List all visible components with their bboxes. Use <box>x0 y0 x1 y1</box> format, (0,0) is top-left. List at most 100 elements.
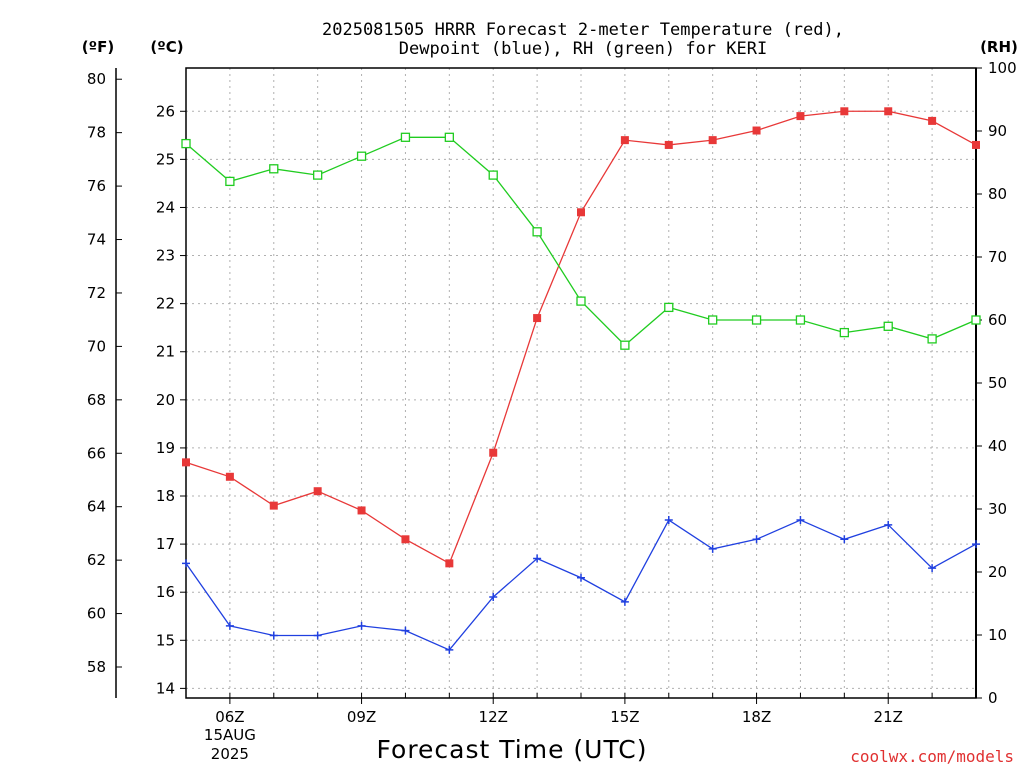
rh-axis-label: (RH) <box>980 38 1018 56</box>
source-credit: coolwx.com/models <box>850 747 1014 766</box>
fahrenheit-ticks: 58 60 62 64 66 68 70 72 74 76 78 80 <box>87 70 122 676</box>
fahrenheit-tick-label: 64 <box>87 498 106 516</box>
data-point <box>972 140 980 149</box>
data-point <box>489 593 498 602</box>
fahrenheit-tick-label: 68 <box>87 391 106 409</box>
time-tick-label: 15Z <box>610 708 639 726</box>
data-point <box>576 296 586 306</box>
celsius-tick-label: 18 <box>156 487 175 505</box>
data-point <box>401 626 410 635</box>
celsius-tick-label: 16 <box>156 583 175 601</box>
data-point <box>313 631 322 640</box>
data-point <box>533 314 542 323</box>
data-point <box>577 573 585 582</box>
data-point <box>225 176 235 187</box>
rh-tick-label: 20 <box>988 563 1007 581</box>
data-point <box>313 487 322 496</box>
rh-tick-label: 0 <box>988 689 998 707</box>
data-point <box>357 621 366 630</box>
rh-tick-label: 70 <box>988 248 1007 266</box>
time-tick-label: 18Z <box>742 708 771 726</box>
data-point <box>928 116 937 125</box>
data-point <box>796 516 805 525</box>
data-point <box>182 559 190 568</box>
data-point <box>401 535 410 544</box>
fahrenheit-tick-label: 60 <box>87 605 106 623</box>
data-point <box>928 564 937 573</box>
x-axis-title: Forecast Time (UTC) <box>377 735 648 764</box>
data-point <box>357 506 366 515</box>
data-point <box>445 645 454 654</box>
data-point <box>489 448 498 457</box>
grid-lines <box>185 68 977 698</box>
fahrenheit-tick-label: 78 <box>87 124 106 142</box>
data-point <box>444 132 454 142</box>
data-point <box>840 107 849 116</box>
celsius-tick-label: 14 <box>156 679 175 697</box>
data-point <box>620 597 629 606</box>
data-point <box>708 315 718 325</box>
date-label: 15AUG <box>204 726 256 744</box>
celsius-axis-label: (ºC) <box>150 38 183 56</box>
data-point <box>269 631 278 640</box>
data-point <box>927 334 937 344</box>
data-point <box>400 132 411 142</box>
series-relative-humidity <box>181 132 981 350</box>
data-point <box>708 136 717 145</box>
rh-ticks: 0 10 20 30 40 50 60 70 80 90 100 <box>976 59 1017 707</box>
data-point <box>708 544 717 553</box>
data-point <box>752 126 761 135</box>
rh-tick-label: 100 <box>988 59 1017 77</box>
fahrenheit-axis-label: (ºF) <box>82 38 114 56</box>
rh-tick-label: 30 <box>988 500 1007 518</box>
celsius-tick-label: 19 <box>156 439 175 457</box>
data-point <box>796 112 805 121</box>
fahrenheit-tick-label: 76 <box>87 177 106 195</box>
data-point <box>620 136 629 145</box>
rh-tick-label: 80 <box>988 185 1007 203</box>
data-point <box>533 554 542 563</box>
data-point <box>840 535 849 544</box>
data-point <box>795 315 806 325</box>
data-point <box>752 535 761 544</box>
data-point <box>225 472 234 481</box>
rh-tick-label: 60 <box>988 311 1007 329</box>
data-point <box>577 208 585 217</box>
fahrenheit-tick-label: 80 <box>87 70 106 88</box>
data-point <box>269 501 278 510</box>
data-point <box>225 621 234 630</box>
celsius-tick-label: 25 <box>156 150 175 168</box>
fahrenheit-tick-label: 66 <box>87 444 106 462</box>
data-point <box>971 315 981 325</box>
celsius-tick-label: 15 <box>156 631 175 649</box>
celsius-tick-label: 24 <box>156 198 175 216</box>
fahrenheit-tick-label: 58 <box>87 658 106 676</box>
series-temperature <box>182 107 980 568</box>
data-point <box>751 315 762 325</box>
rh-tick-label: 40 <box>988 437 1007 455</box>
celsius-tick-label: 23 <box>156 247 175 265</box>
celsius-tick-label: 21 <box>156 343 175 361</box>
data-point <box>356 151 367 161</box>
data-point <box>664 516 673 525</box>
series-dewpoint <box>182 516 980 654</box>
data-point <box>883 321 893 331</box>
series-layer <box>181 107 981 654</box>
chart-title-line1: 2025081505 HRRR Forecast 2-meter Tempera… <box>322 20 844 40</box>
chart-title-line2: Dewpoint (blue), RH (green) for KERI <box>399 39 767 59</box>
data-point <box>839 327 849 338</box>
fahrenheit-tick-label: 62 <box>87 551 106 569</box>
time-tick-label: 06Z <box>215 708 244 726</box>
data-point <box>620 340 630 350</box>
rh-tick-label: 90 <box>988 122 1007 140</box>
fahrenheit-tick-label: 72 <box>87 284 106 302</box>
time-tick-label: 09Z <box>347 708 376 726</box>
celsius-ticks: 14 15 16 17 18 19 20 21 22 23 24 25 26 <box>156 102 186 697</box>
data-point <box>664 302 674 313</box>
celsius-tick-label: 26 <box>156 102 175 120</box>
celsius-tick-label: 17 <box>156 535 175 553</box>
celsius-tick-label: 20 <box>156 391 175 409</box>
time-tick-label: 21Z <box>874 708 903 726</box>
